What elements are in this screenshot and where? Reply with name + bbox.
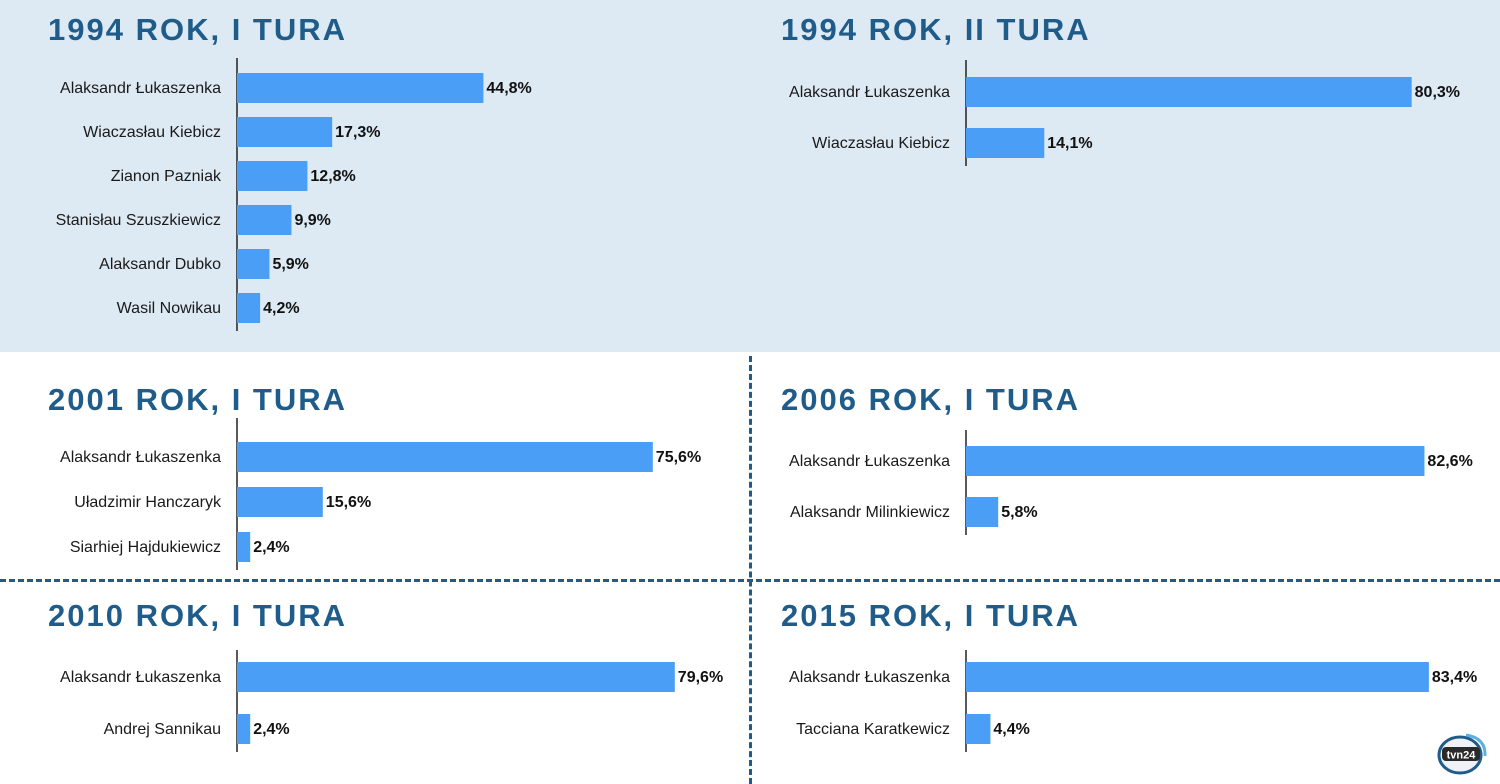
category-label: Uładzimir Hanczaryk — [74, 494, 222, 511]
bar — [237, 73, 484, 103]
horizontal-divider — [0, 579, 1500, 582]
bar — [966, 714, 991, 744]
bar-chart-svg: Alaksandr Łukaszenka 75,6% Uładzimir Hancz… — [60, 418, 701, 570]
chart-panel-2010: 2010 ROK, I TURA Alaksandr Łukaszenka 79,… — [48, 598, 738, 784]
value-label: 12,8% — [310, 168, 355, 185]
chart-panel-2015: 2015 ROK, I TURA Alaksandr Łukaszenka 83,… — [781, 598, 1481, 784]
bar — [237, 293, 261, 323]
chart-title: 2015 ROK, I TURA — [781, 598, 1081, 633]
chart-panel-2006: 2006 ROK, I TURA Alaksandr Łukaszenka 82,… — [781, 382, 1481, 577]
bar — [237, 442, 653, 472]
bar — [237, 532, 251, 562]
chart-panel-2001: 2001 ROK, I TURA Alaksandr Łukaszenka 75,… — [48, 382, 738, 577]
bar-chart-svg: Alaksandr Łukaszenka 44,8% Wiaczasłau Kieb… — [56, 58, 532, 331]
value-label: 15,6% — [326, 494, 371, 511]
value-label: 44,8% — [486, 80, 531, 97]
value-label: 4,2% — [263, 300, 299, 317]
value-label: 79,6% — [678, 669, 723, 686]
value-label: 83,4% — [1432, 669, 1477, 686]
category-label: Tacciana Karatkewicz — [796, 721, 950, 738]
value-label: 14,1% — [1047, 135, 1092, 152]
value-label: 2,4% — [253, 721, 289, 738]
chart-title: 1994 ROK, II TURA — [781, 12, 1091, 47]
chart-title: 1994 ROK, I TURA — [48, 12, 348, 47]
category-label: Wiaczasłau Kiebicz — [812, 135, 950, 152]
value-label: 5,8% — [1001, 504, 1037, 521]
logo-text: tvn24 — [1447, 750, 1477, 762]
value-label: 9,9% — [294, 212, 330, 229]
tvn24-logo-icon: tvn24 — [1437, 733, 1487, 775]
value-label: 75,6% — [656, 449, 701, 466]
category-label: Zianon Pazniak — [111, 168, 222, 185]
bar — [237, 662, 675, 692]
category-label: Alaksandr Milinkiewicz — [790, 504, 950, 521]
bar-chart-svg: Alaksandr Łukaszenka 83,4% Tacciana Karatk… — [789, 650, 1477, 752]
value-label: 82,6% — [1427, 453, 1472, 470]
category-label: Alaksandr Łukaszenka — [789, 453, 950, 470]
category-label: Alaksandr Łukaszenka — [60, 449, 221, 466]
category-label: Andrej Sannikau — [104, 721, 221, 738]
bar — [237, 161, 308, 191]
bar — [966, 128, 1045, 158]
bar-chart-svg: Alaksandr Łukaszenka 80,3% Wiaczasłau Kieb… — [789, 60, 1460, 166]
bar — [237, 117, 333, 147]
chart-title: 2010 ROK, I TURA — [48, 598, 348, 633]
bar — [966, 77, 1412, 107]
category-label: Siarhiej Hajdukiewicz — [70, 539, 221, 556]
chart-panel-1994-round-2: 1994 ROK, II TURA Alaksandr Łukaszenka 80… — [781, 12, 1481, 342]
value-label: 80,3% — [1415, 84, 1460, 101]
category-label: Alaksandr Łukaszenka — [60, 80, 221, 97]
bar-chart-svg: Alaksandr Łukaszenka 82,6% Alaksandr Milin… — [789, 430, 1473, 535]
vertical-divider — [749, 356, 752, 784]
value-label: 5,9% — [272, 256, 308, 273]
category-label: Stanisłau Szuszkiewicz — [56, 212, 221, 229]
category-label: Wasil Nowikau — [117, 300, 221, 317]
bar — [237, 714, 251, 744]
bar — [966, 497, 999, 527]
chart-panel-1994-round-1: 1994 ROK, I TURA Alaksandr Łukaszenka 44,… — [48, 12, 708, 342]
category-label: Alaksandr Łukaszenka — [789, 669, 950, 686]
value-label: 2,4% — [253, 539, 289, 556]
bar — [237, 205, 292, 235]
bar — [237, 249, 270, 279]
category-label: Alaksandr Łukaszenka — [789, 84, 950, 101]
bar — [966, 446, 1425, 476]
bar — [237, 487, 323, 517]
value-label: 17,3% — [335, 124, 380, 141]
bar — [966, 662, 1429, 692]
chart-title: 2006 ROK, I TURA — [781, 382, 1081, 417]
category-label: Alaksandr Dubko — [99, 256, 221, 273]
bar-chart-svg: Alaksandr Łukaszenka 79,6% Andrej Sannikau… — [60, 650, 723, 752]
category-label: Alaksandr Łukaszenka — [60, 669, 221, 686]
category-label: Wiaczasłau Kiebicz — [83, 124, 221, 141]
value-label: 4,4% — [993, 721, 1029, 738]
chart-title: 2001 ROK, I TURA — [48, 382, 348, 417]
